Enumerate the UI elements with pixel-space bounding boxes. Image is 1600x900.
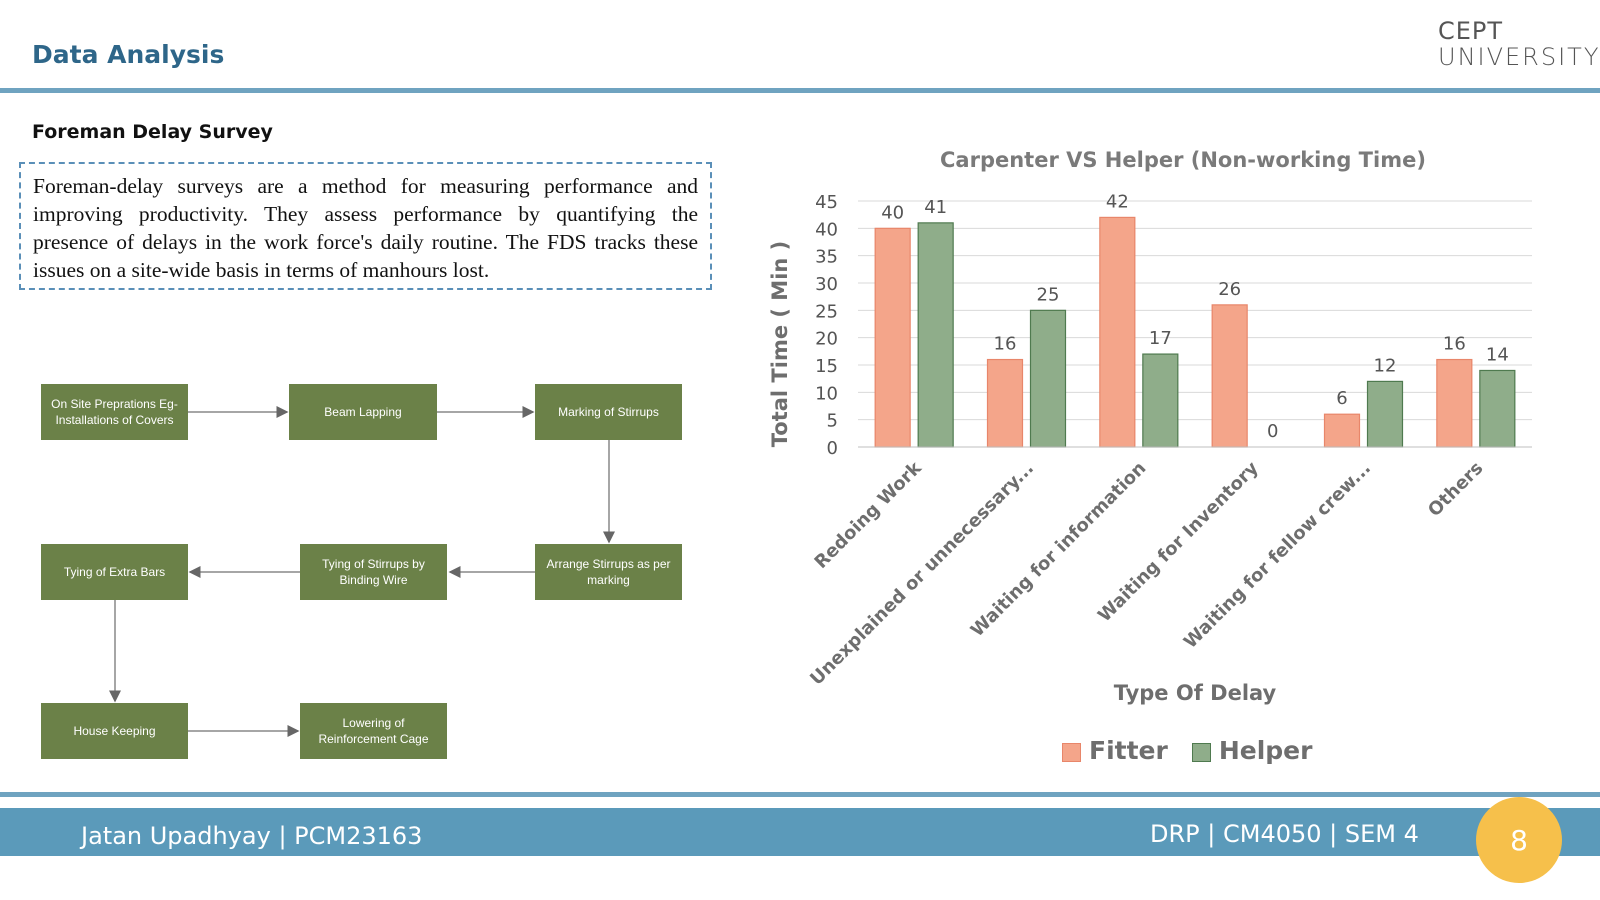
section-title: Foreman Delay Survey: [32, 121, 273, 143]
data-label-fitter-0: 40: [881, 202, 904, 223]
flow-step-7: House Keeping: [41, 703, 188, 759]
y-tick-label-30: 30: [815, 274, 838, 295]
data-label-helper-2: 17: [1149, 328, 1172, 349]
flow-step-6: Tying of Extra Bars: [41, 544, 188, 600]
footer-course: DRP | CM4050 | SEM 4: [1150, 820, 1419, 848]
y-axis-label: Total Time ( Min ): [768, 241, 792, 448]
y-tick-label-0: 0: [827, 438, 838, 459]
y-tick-label-45: 45: [815, 192, 838, 213]
footer-author: Jatan Upadhyay | PCM23163: [81, 822, 423, 850]
data-label-fitter-1: 16: [994, 334, 1017, 355]
y-tick-label-15: 15: [815, 356, 838, 377]
legend-label-fitter: Fitter: [1089, 736, 1168, 765]
process-flowchart: On Site Preprations Eg- Installations of…: [0, 300, 740, 790]
flow-step-3: Marking of Stirrups: [535, 384, 682, 440]
y-tick-label-5: 5: [827, 411, 838, 432]
chart-legend: Fitter Helper: [1062, 736, 1312, 765]
description-box: Foreman-delay surveys are a method for m…: [19, 162, 712, 290]
legend-swatch-fitter: [1062, 742, 1081, 762]
flow-step-1: On Site Preprations Eg- Installations of…: [41, 384, 188, 440]
footer-divider: [0, 792, 1600, 797]
data-label-fitter-3: 26: [1218, 279, 1241, 300]
legend-item-fitter: Fitter: [1062, 736, 1168, 765]
data-label-helper-3: 0: [1267, 421, 1278, 442]
bar-helper-2: [1142, 353, 1179, 448]
x-tick-label-0: Redoing Work: [811, 457, 927, 573]
flow-step-2: Beam Lapping: [289, 384, 437, 440]
bar-fitter-5: [1436, 358, 1473, 448]
footer-bar: [0, 808, 1600, 856]
flow-step-5: Tying of Stirrups by Binding Wire: [300, 544, 447, 600]
chart-title: Carpenter VS Helper (Non-working Time): [940, 148, 1426, 172]
x-tick-label-1: Unexplained or unnecessary...: [806, 458, 1038, 690]
header-divider: [0, 88, 1600, 93]
legend-label-helper: Helper: [1218, 736, 1313, 765]
y-tick-label-40: 40: [815, 219, 838, 240]
flowchart-arrows: [109, 406, 615, 737]
data-label-fitter-2: 42: [1106, 191, 1129, 212]
university-logo: CEPT UNIVERSITY: [1438, 17, 1600, 71]
data-label-helper-5: 14: [1486, 344, 1509, 365]
data-label-helper-4: 12: [1374, 355, 1397, 376]
legend-swatch-helper: [1191, 742, 1211, 762]
bar-helper-1: [1029, 309, 1067, 448]
bar-fitter-0: [874, 227, 911, 448]
logo-line2: UNIVERSITY: [1438, 43, 1600, 71]
y-tick-label-35: 35: [815, 247, 838, 268]
data-label-helper-0: 41: [924, 197, 947, 218]
page-number-badge: 8: [1476, 797, 1562, 883]
flow-step-8: Lowering of Reinforcement Cage: [300, 703, 447, 759]
y-tick-label-25: 25: [815, 301, 838, 322]
bar-fitter-1: [986, 358, 1024, 448]
bar-helper-0: [917, 222, 954, 448]
flow-step-4: Arrange Stirrups as per marking: [535, 544, 682, 600]
y-tick-label-10: 10: [815, 383, 838, 404]
page-title: Data Analysis: [32, 40, 225, 69]
x-tick-label-5: Others: [1424, 458, 1487, 521]
x-tick-label-4: Waiting for fellow crew...: [1180, 458, 1375, 653]
y-tick-label-20: 20: [815, 329, 838, 350]
bar-fitter-3: [1211, 304, 1248, 448]
bar-fitter-4: [1323, 413, 1361, 448]
data-label-helper-1: 25: [1037, 284, 1060, 305]
bar-helper-4: [1366, 380, 1404, 448]
legend-item-helper: Helper: [1191, 736, 1313, 765]
data-label-fitter-5: 16: [1443, 334, 1466, 355]
logo-line1: CEPT: [1438, 17, 1504, 45]
x-axis-label: Type Of Delay: [1114, 681, 1277, 705]
data-label-fitter-4: 6: [1336, 388, 1347, 409]
bar-helper-5: [1479, 369, 1516, 448]
bar-chart: 0 5 10 15 20 25 30 35 40 45 Total Time ( Min ) 40 41…: [768, 191, 1532, 705]
bar-fitter-2: [1099, 216, 1136, 448]
